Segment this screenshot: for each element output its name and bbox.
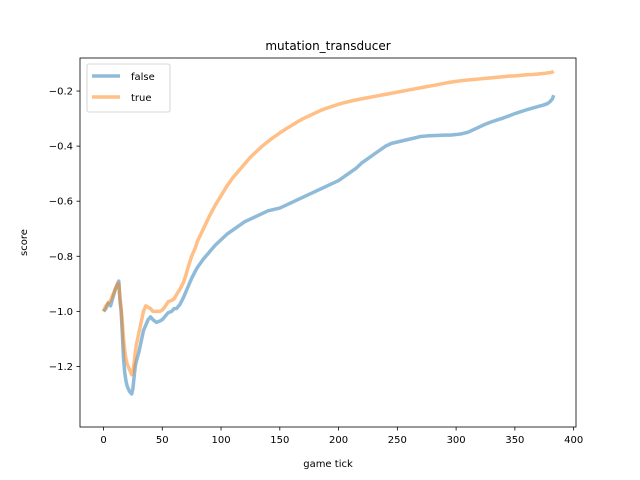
y-tick-label: −1.0 (49, 307, 73, 318)
y-axis-label: score (19, 229, 30, 256)
series-line-true (101, 69, 555, 377)
x-tick-label: 250 (388, 435, 407, 446)
y-axis: −1.2 −1.0 −0.8 −0.6 −0.4 −0.2 (49, 87, 80, 373)
x-tick-label: 300 (447, 435, 466, 446)
chart-title: mutation_transducer (265, 39, 390, 53)
x-tick-label: 100 (211, 435, 230, 446)
y-tick-label: −1.2 (49, 362, 73, 373)
x-axis: 0 50 100 150 200 250 300 350 400 (100, 427, 583, 446)
x-tick-label: 400 (564, 435, 583, 446)
plot-area (80, 58, 576, 427)
x-tick-label: 50 (156, 435, 169, 446)
x-tick-label: 200 (329, 435, 348, 446)
x-axis-label: game tick (303, 459, 353, 470)
legend-label-false: false (131, 72, 155, 83)
x-tick-label: 150 (270, 435, 289, 446)
y-tick-label: −0.2 (49, 87, 73, 98)
legend-label-true: true (131, 93, 152, 104)
series-line-false (102, 94, 556, 396)
legend-box (86, 63, 171, 113)
y-tick-label: −0.6 (49, 197, 73, 208)
y-tick-label: −0.8 (49, 252, 73, 263)
x-tick-label: 350 (505, 435, 524, 446)
legend: false true (86, 63, 171, 113)
series-layer (101, 69, 556, 396)
y-tick-label: −0.4 (49, 142, 73, 153)
plot-frame (79, 57, 577, 428)
x-tick-label: 0 (100, 435, 106, 446)
